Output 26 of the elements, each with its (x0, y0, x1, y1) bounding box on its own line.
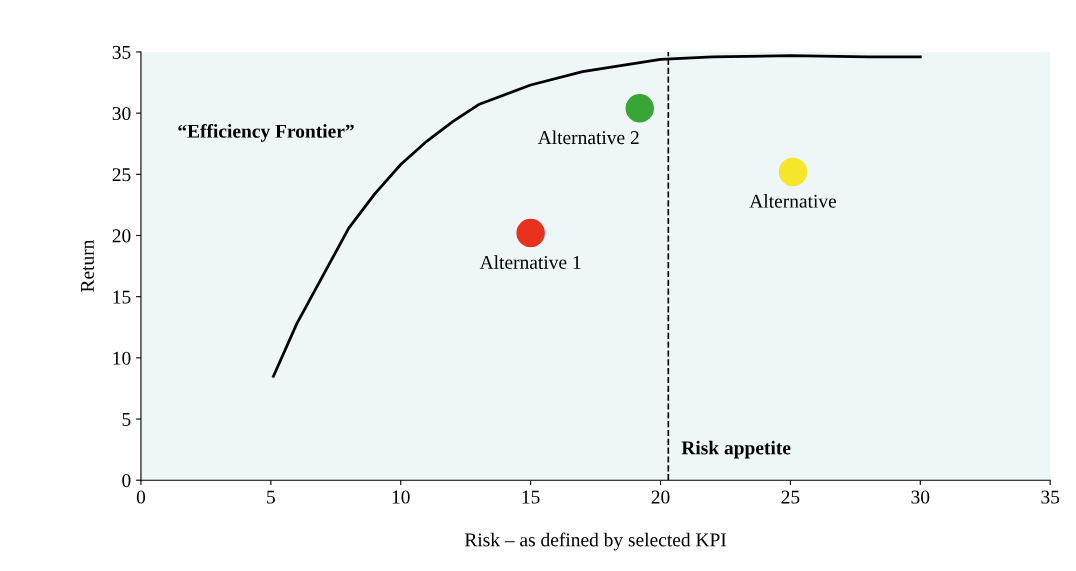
y-tick-label: 5 (122, 413, 131, 426)
y-tick-label: 10 (113, 351, 131, 365)
x-tick-label: 15 (522, 490, 540, 504)
point (516, 218, 545, 248)
y-tick-label: 0 (122, 474, 131, 488)
y-axis-title: Return (81, 239, 94, 292)
text: “Efficiency Frontier” (178, 123, 354, 142)
series-label: Alternative 2 (537, 130, 639, 145)
y-tick-label: 15 (113, 290, 131, 304)
y-tick-label: 20 (112, 229, 131, 243)
y-tick-label: 25 (112, 168, 131, 182)
x-tick-label: 0 (136, 490, 146, 504)
x-tick-label: 25 (781, 490, 800, 504)
x-axis-title: Risk – as defined by selected KPI (464, 532, 727, 551)
series-label: Alternative (749, 194, 837, 208)
y-tick-label: 30 (112, 106, 131, 121)
point (625, 94, 654, 123)
x-tick-label: 5 (267, 490, 275, 504)
x-tick-label: 20 (651, 490, 670, 504)
x-tick-label: 35 (1041, 490, 1060, 504)
series-label: Alternative 1 (479, 255, 581, 269)
ref-line-label: Risk appetite (681, 440, 791, 459)
x-tick-label: 10 (392, 490, 410, 504)
point (778, 157, 808, 187)
y-tick-label: 35 (112, 45, 131, 59)
x-tick-label: 30 (911, 490, 930, 504)
